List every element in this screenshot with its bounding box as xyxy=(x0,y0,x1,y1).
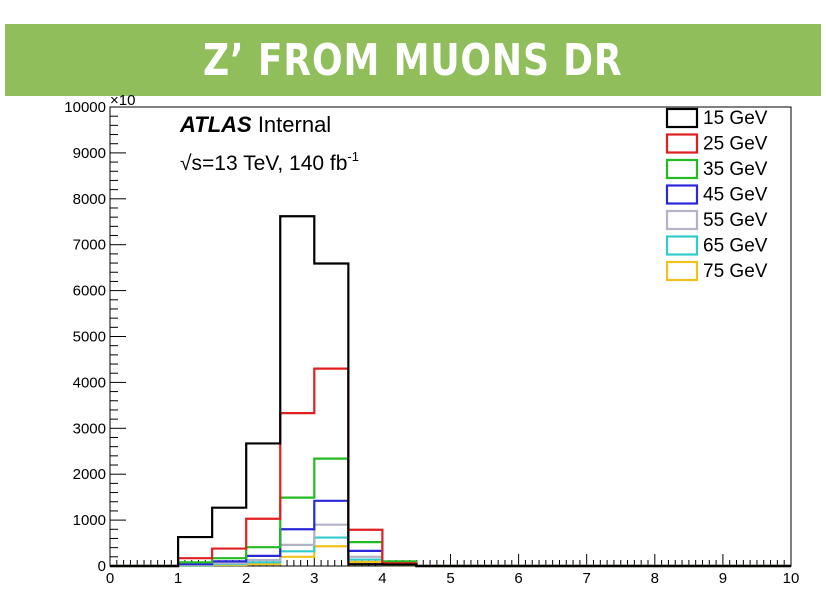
x-tick-label: 1 xyxy=(174,570,182,587)
energy-luminosity-label: √s=13 TeV, 140 fb-1 xyxy=(180,149,359,175)
legend-label: 75 GeV xyxy=(703,261,768,282)
atlas-label: ATLAS Internal xyxy=(179,112,331,137)
y-tick-label: 2000 xyxy=(73,466,106,483)
plot-frame xyxy=(109,106,792,567)
legend-label: 15 GeV xyxy=(703,108,768,129)
legend-swatch xyxy=(665,235,699,256)
y-tick-label: 6000 xyxy=(73,283,106,300)
y-axis-multiplier: ×10 xyxy=(110,92,135,109)
legend-swatch xyxy=(665,158,699,180)
legend-swatch xyxy=(665,133,699,154)
chart-container: 0 1 2 3 4 5 6 7 8 9 10 0 1000 2000 3000 4000 5000 6000 700… xyxy=(0,92,826,616)
y-tick-label: 8000 xyxy=(73,191,106,208)
legend-swatch xyxy=(665,107,699,129)
legend-label: 55 GeV xyxy=(703,210,768,231)
slide-title: Z’ FROM MUONS DR xyxy=(203,34,623,86)
legend-swatch xyxy=(665,209,699,231)
y-tick-label: 3000 xyxy=(73,420,106,437)
x-tick-label: 9 xyxy=(719,570,727,587)
x-tick-label: 8 xyxy=(651,570,659,587)
y-tick-label: 9000 xyxy=(73,145,106,162)
histogram-series-15-gev xyxy=(110,215,791,568)
x-tick-label: 0 xyxy=(106,570,114,587)
legend-label: 65 GeV xyxy=(703,236,768,257)
legend-label: 35 GeV xyxy=(703,159,768,180)
y-tick-label: 5000 xyxy=(73,329,106,346)
x-tick-label: 2 xyxy=(242,570,250,587)
x-tick-label: 7 xyxy=(583,570,591,587)
y-tick-label: 0 xyxy=(98,558,106,575)
y-tick-label: 4000 xyxy=(73,374,106,391)
title-banner: Z’ FROM MUONS DR xyxy=(5,24,821,96)
y-tick-label: 7000 xyxy=(73,237,106,254)
legend-label: 45 GeV xyxy=(703,185,768,206)
legend-label: 25 GeV xyxy=(703,134,768,155)
legend-swatch xyxy=(665,260,699,282)
x-tick-label: 10 xyxy=(783,570,800,587)
x-tick-label: 5 xyxy=(446,570,454,587)
x-tick-label: 4 xyxy=(378,570,386,587)
histogram-chart: 0 1 2 3 4 5 6 7 8 9 10 0 1000 2000 3000 4000 5000 6000 700… xyxy=(64,92,800,587)
y-tick-label: 1000 xyxy=(73,512,106,529)
x-tick-label: 6 xyxy=(514,570,522,587)
x-tick-label: 3 xyxy=(310,570,318,587)
legend-swatch xyxy=(665,184,699,205)
y-tick-label: 10000 xyxy=(64,99,106,116)
